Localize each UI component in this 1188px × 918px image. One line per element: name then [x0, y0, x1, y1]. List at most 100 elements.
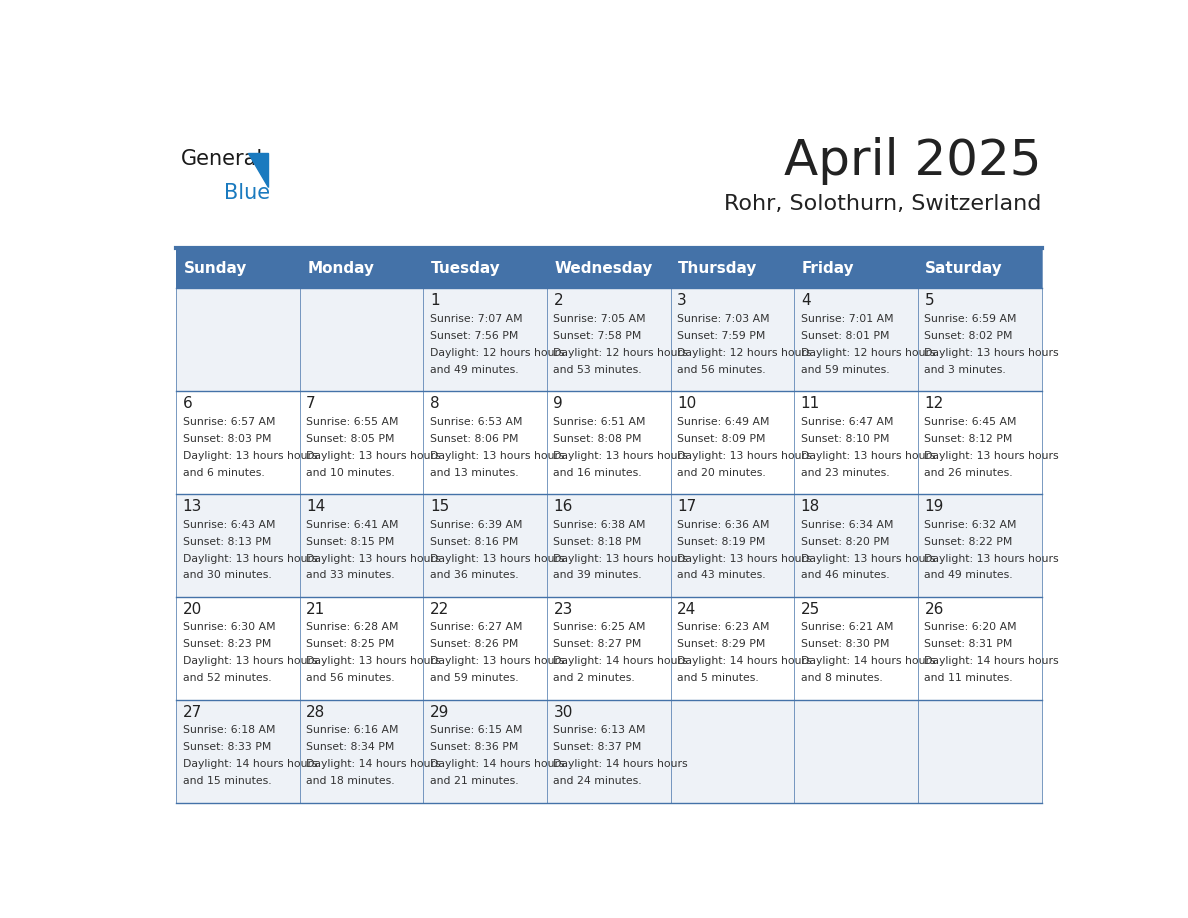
Text: 19: 19: [924, 499, 943, 514]
Text: Sunset: 8:02 PM: Sunset: 8:02 PM: [924, 330, 1013, 341]
Text: Sunrise: 6:57 AM: Sunrise: 6:57 AM: [183, 417, 276, 427]
Text: and 59 minutes.: and 59 minutes.: [430, 674, 518, 683]
Text: Daylight: 14 hours hours: Daylight: 14 hours hours: [183, 759, 317, 769]
Text: Daylight: 13 hours hours: Daylight: 13 hours hours: [677, 554, 811, 564]
Text: Daylight: 13 hours hours: Daylight: 13 hours hours: [430, 656, 564, 666]
Text: Daylight: 13 hours hours: Daylight: 13 hours hours: [307, 656, 441, 666]
Text: Sunrise: 6:51 AM: Sunrise: 6:51 AM: [554, 417, 646, 427]
Text: Daylight: 13 hours hours: Daylight: 13 hours hours: [183, 656, 317, 666]
Text: Daylight: 12 hours hours: Daylight: 12 hours hours: [554, 348, 688, 358]
Text: Sunset: 8:23 PM: Sunset: 8:23 PM: [183, 640, 271, 649]
Text: and 56 minutes.: and 56 minutes.: [307, 674, 394, 683]
Text: Daylight: 13 hours hours: Daylight: 13 hours hours: [183, 451, 317, 461]
Text: Sunset: 8:30 PM: Sunset: 8:30 PM: [801, 640, 890, 649]
Text: 11: 11: [801, 397, 820, 411]
Text: and 3 minutes.: and 3 minutes.: [924, 364, 1006, 375]
Text: Sunrise: 6:41 AM: Sunrise: 6:41 AM: [307, 520, 399, 530]
Text: and 16 minutes.: and 16 minutes.: [554, 467, 642, 477]
Text: and 49 minutes.: and 49 minutes.: [924, 570, 1013, 580]
Text: 23: 23: [554, 602, 573, 617]
Bar: [176, 288, 1042, 391]
Text: 25: 25: [801, 602, 820, 617]
Text: and 59 minutes.: and 59 minutes.: [801, 364, 890, 375]
Text: Sunrise: 6:21 AM: Sunrise: 6:21 AM: [801, 622, 893, 633]
Text: 22: 22: [430, 602, 449, 617]
Text: 6: 6: [183, 397, 192, 411]
Text: and 15 minutes.: and 15 minutes.: [183, 777, 271, 787]
Text: and 53 minutes.: and 53 minutes.: [554, 364, 642, 375]
Text: Daylight: 13 hours hours: Daylight: 13 hours hours: [801, 554, 935, 564]
Text: Sunrise: 6:28 AM: Sunrise: 6:28 AM: [307, 622, 399, 633]
Text: Sunset: 8:10 PM: Sunset: 8:10 PM: [801, 433, 890, 443]
Text: Sunset: 7:59 PM: Sunset: 7:59 PM: [677, 330, 765, 341]
Text: Sunset: 8:22 PM: Sunset: 8:22 PM: [924, 536, 1012, 546]
Text: Sunrise: 6:25 AM: Sunrise: 6:25 AM: [554, 622, 646, 633]
Text: Daylight: 13 hours hours: Daylight: 13 hours hours: [430, 451, 564, 461]
Text: and 10 minutes.: and 10 minutes.: [307, 467, 394, 477]
Text: and 11 minutes.: and 11 minutes.: [924, 674, 1013, 683]
Text: and 20 minutes.: and 20 minutes.: [677, 467, 766, 477]
Text: Sunrise: 6:34 AM: Sunrise: 6:34 AM: [801, 520, 893, 530]
Text: Daylight: 13 hours hours: Daylight: 13 hours hours: [924, 348, 1059, 358]
Text: Sunset: 8:18 PM: Sunset: 8:18 PM: [554, 536, 642, 546]
Text: Sunset: 8:12 PM: Sunset: 8:12 PM: [924, 433, 1012, 443]
Text: 17: 17: [677, 499, 696, 514]
Text: Daylight: 14 hours hours: Daylight: 14 hours hours: [430, 759, 564, 769]
Text: 3: 3: [677, 293, 687, 308]
Text: 7: 7: [307, 397, 316, 411]
Text: Daylight: 13 hours hours: Daylight: 13 hours hours: [801, 451, 935, 461]
Text: Sunset: 8:33 PM: Sunset: 8:33 PM: [183, 743, 271, 753]
Text: Wednesday: Wednesday: [555, 261, 653, 275]
Text: Daylight: 13 hours hours: Daylight: 13 hours hours: [554, 451, 688, 461]
Text: and 18 minutes.: and 18 minutes.: [307, 777, 394, 787]
Text: 28: 28: [307, 705, 326, 720]
Text: 15: 15: [430, 499, 449, 514]
Text: Sunset: 8:16 PM: Sunset: 8:16 PM: [430, 536, 518, 546]
Text: Sunrise: 6:38 AM: Sunrise: 6:38 AM: [554, 520, 646, 530]
Text: Sunset: 8:13 PM: Sunset: 8:13 PM: [183, 536, 271, 546]
Text: Sunday: Sunday: [183, 261, 247, 275]
Text: and 46 minutes.: and 46 minutes.: [801, 570, 890, 580]
Text: 30: 30: [554, 705, 573, 720]
Text: Sunset: 8:25 PM: Sunset: 8:25 PM: [307, 640, 394, 649]
Text: Sunrise: 6:20 AM: Sunrise: 6:20 AM: [924, 622, 1017, 633]
Text: 27: 27: [183, 705, 202, 720]
Text: 20: 20: [183, 602, 202, 617]
Text: 9: 9: [554, 397, 563, 411]
Text: 12: 12: [924, 397, 943, 411]
Text: Rohr, Solothurn, Switzerland: Rohr, Solothurn, Switzerland: [725, 194, 1042, 214]
Text: Sunrise: 7:03 AM: Sunrise: 7:03 AM: [677, 314, 770, 324]
Text: Sunrise: 6:49 AM: Sunrise: 6:49 AM: [677, 417, 770, 427]
Text: and 39 minutes.: and 39 minutes.: [554, 570, 642, 580]
Text: 24: 24: [677, 602, 696, 617]
Text: Sunset: 7:56 PM: Sunset: 7:56 PM: [430, 330, 518, 341]
Text: Sunrise: 6:53 AM: Sunrise: 6:53 AM: [430, 417, 523, 427]
Text: Friday: Friday: [802, 261, 854, 275]
Text: and 23 minutes.: and 23 minutes.: [801, 467, 890, 477]
Text: Sunrise: 6:13 AM: Sunrise: 6:13 AM: [554, 725, 646, 735]
Text: 16: 16: [554, 499, 573, 514]
Text: Daylight: 13 hours hours: Daylight: 13 hours hours: [430, 554, 564, 564]
Text: Sunset: 8:03 PM: Sunset: 8:03 PM: [183, 433, 271, 443]
Text: Sunrise: 6:59 AM: Sunrise: 6:59 AM: [924, 314, 1017, 324]
Text: Sunset: 8:01 PM: Sunset: 8:01 PM: [801, 330, 890, 341]
Text: Sunset: 8:15 PM: Sunset: 8:15 PM: [307, 536, 394, 546]
Text: Sunrise: 6:18 AM: Sunrise: 6:18 AM: [183, 725, 276, 735]
Text: Monday: Monday: [308, 261, 374, 275]
Bar: [176, 494, 1042, 597]
Text: Sunset: 8:05 PM: Sunset: 8:05 PM: [307, 433, 394, 443]
Text: and 13 minutes.: and 13 minutes.: [430, 467, 518, 477]
Text: Daylight: 13 hours hours: Daylight: 13 hours hours: [554, 554, 688, 564]
Text: Daylight: 12 hours hours: Daylight: 12 hours hours: [677, 348, 811, 358]
Text: Daylight: 13 hours hours: Daylight: 13 hours hours: [677, 451, 811, 461]
Text: and 49 minutes.: and 49 minutes.: [430, 364, 518, 375]
Polygon shape: [248, 152, 268, 186]
Text: Saturday: Saturday: [925, 261, 1003, 275]
Text: Daylight: 12 hours hours: Daylight: 12 hours hours: [430, 348, 564, 358]
Text: 21: 21: [307, 602, 326, 617]
Text: Daylight: 14 hours hours: Daylight: 14 hours hours: [554, 759, 688, 769]
Text: Sunrise: 6:32 AM: Sunrise: 6:32 AM: [924, 520, 1017, 530]
Text: Sunrise: 6:47 AM: Sunrise: 6:47 AM: [801, 417, 893, 427]
Text: and 8 minutes.: and 8 minutes.: [801, 674, 883, 683]
Text: Sunset: 8:19 PM: Sunset: 8:19 PM: [677, 536, 765, 546]
